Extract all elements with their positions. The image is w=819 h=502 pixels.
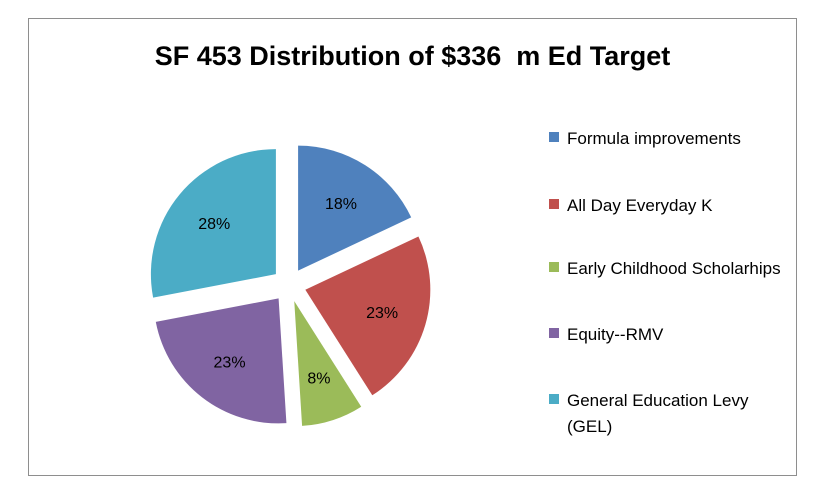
legend-label: General Education Levy (GEL) [567,391,749,436]
slice-data-label: 18% [325,196,357,213]
slice-data-label: 23% [366,305,398,322]
legend-item: General Education Levy (GEL) [549,388,782,440]
slice-data-label: 8% [307,370,330,387]
slice-data-label: 23% [214,355,246,372]
pie-slice-5 [150,149,276,298]
pie-slice-2 [305,236,431,396]
legend-swatch [549,132,559,142]
legend-swatch [549,199,559,209]
legend-item: Formula improvements [549,126,782,152]
chart-area: SF 453 Distribution of $336 m Ed Target … [28,18,797,476]
legend-label: Formula improvements [567,129,741,148]
legend-item: Early Childhood Scholarhips [549,256,782,282]
pie-slice-4 [155,298,287,424]
slice-data-label: 28% [198,216,230,233]
pie-slice-1 [298,145,412,271]
chart-title: SF 453 Distribution of $336 m Ed Target [154,41,671,71]
legend-label: Equity--RMV [567,325,664,344]
legend-swatch [549,394,559,404]
legend-label: Early Childhood Scholarhips [567,259,781,278]
legend-item: Equity--RMV [549,322,782,348]
legend-swatch [549,328,559,338]
legend-item: All Day Everyday K [549,193,782,219]
legend-label: All Day Everyday K [567,196,713,215]
pie-chart: 18% 23% 8% 23% 28% [150,145,431,426]
legend-swatch [549,262,559,272]
pie-slice-3 [294,301,362,426]
